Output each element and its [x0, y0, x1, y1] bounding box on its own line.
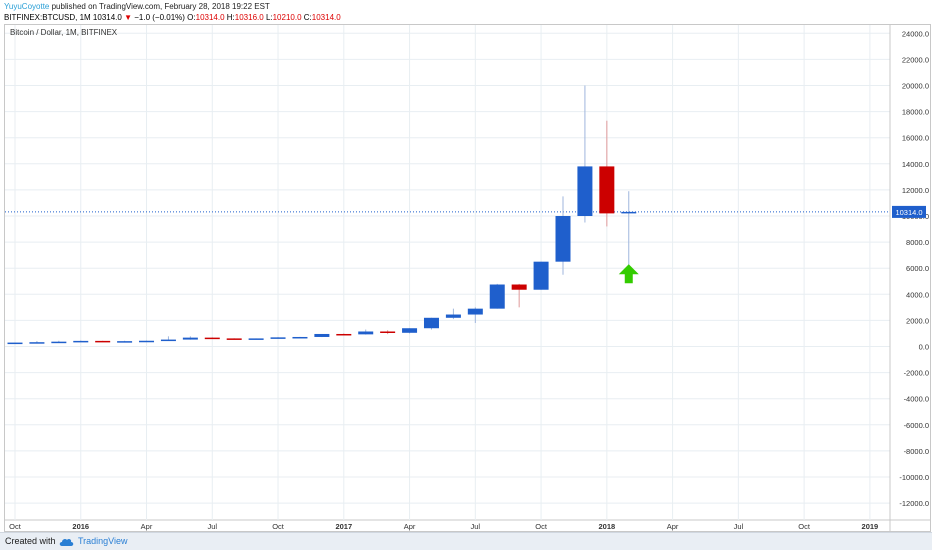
x-tick-label: 2016	[72, 522, 89, 531]
y-tick-label: 22000.0	[902, 55, 929, 64]
x-tick-label: Oct	[535, 522, 548, 531]
candle-body	[511, 284, 527, 290]
open-label: O:	[187, 13, 196, 22]
author-name[interactable]: YuyuCoyotte	[4, 2, 50, 11]
candle-body	[248, 338, 264, 340]
candle-body	[51, 341, 67, 344]
x-tick-label: Oct	[798, 522, 811, 531]
candle-body	[358, 331, 374, 335]
candle-body	[533, 261, 549, 290]
x-tick-label: Jul	[471, 522, 481, 531]
candle-body	[402, 328, 418, 333]
candle-body	[445, 314, 461, 318]
x-tick-label: Jul	[734, 522, 744, 531]
last-price: 10314.0	[92, 13, 122, 22]
candle-body	[117, 341, 133, 343]
y-tick-label: 4000.0	[906, 290, 929, 299]
chart-frame[interactable]	[4, 24, 931, 532]
candle-body	[270, 337, 286, 339]
x-tick-label: Apr	[141, 522, 153, 531]
y-tick-label: -12000.0	[899, 499, 929, 508]
current-price-tag	[892, 205, 926, 218]
symbol-label: BITFINEX:BTCUSD, 1M	[4, 13, 91, 22]
created-with-text: Created with	[5, 536, 56, 546]
candle-body	[314, 333, 330, 337]
y-tick-label: -10000.0	[899, 473, 929, 482]
candle-body	[292, 336, 308, 339]
x-tick-label: 2017	[335, 522, 352, 531]
y-tick-label: 16000.0	[902, 134, 929, 143]
high-label: H:	[226, 13, 235, 22]
candle-body	[380, 331, 396, 333]
candle-body	[139, 340, 155, 343]
footer-bar: Created with TradingView	[0, 532, 932, 550]
low-value: 10210.0	[272, 13, 302, 22]
candle-body	[555, 216, 571, 262]
candle-body	[336, 333, 352, 336]
cloud-logo-icon[interactable]	[59, 537, 75, 547]
y-tick-label: 2000.0	[906, 316, 929, 325]
close-value: 10314.0	[311, 13, 341, 22]
candle-body	[204, 337, 220, 340]
candle-body	[226, 338, 242, 340]
change-value: −1.0 (−0.01%)	[134, 13, 185, 22]
candle-body	[29, 342, 45, 344]
current-price-tag-label: 10314.0	[895, 208, 922, 217]
y-tick-label: -4000.0	[904, 395, 929, 404]
candle-body	[599, 166, 615, 214]
y-tick-label: 6000.0	[906, 264, 929, 273]
close-label: C:	[303, 13, 312, 22]
y-tick-label: 8000.0	[906, 238, 929, 247]
publish-text: published on TradingView.com, February 2…	[51, 2, 270, 11]
x-tick-label: Jul	[207, 522, 217, 531]
x-tick-label: Apr	[667, 522, 679, 531]
low-label: L:	[265, 13, 273, 22]
candle-body	[95, 340, 111, 343]
candle-body	[621, 211, 637, 214]
candle-body	[467, 308, 483, 315]
candle-body	[73, 340, 89, 343]
ohlc-legend: BITFINEX:BTCUSD, 1M 10314.0 ▼ −1.0 (−0.0…	[4, 13, 341, 22]
y-tick-label: 20000.0	[902, 82, 929, 91]
candle-body	[489, 284, 505, 309]
high-value: 10316.0	[234, 13, 264, 22]
y-tick-label: 0.0	[919, 343, 929, 352]
y-tick-label: 24000.0	[902, 29, 929, 38]
x-tick-label: Oct	[272, 522, 285, 531]
publish-info: YuyuCoyotte published on TradingView.com…	[4, 2, 270, 11]
candle-body	[160, 339, 176, 342]
chart-title: Bitcoin / Dollar, 1M, BITFINEX	[10, 28, 118, 37]
x-tick-label: 2019	[862, 522, 879, 531]
y-tick-label: 18000.0	[902, 108, 929, 117]
candle-body	[577, 166, 593, 216]
tradingview-brand[interactable]: TradingView	[78, 536, 128, 546]
y-tick-label: 14000.0	[902, 160, 929, 169]
open-value: 10314.0	[195, 13, 225, 22]
up-arrow-icon	[618, 264, 639, 284]
candle-body	[423, 317, 439, 329]
y-tick-label: -6000.0	[904, 421, 929, 430]
y-tick-label: -2000.0	[904, 369, 929, 378]
x-tick-label: 2018	[598, 522, 615, 531]
y-tick-label: 12000.0	[902, 186, 929, 195]
down-triangle-icon: ▼	[124, 13, 132, 22]
candle-body	[7, 342, 23, 345]
x-tick-label: Apr	[404, 522, 416, 531]
candle-body	[182, 337, 198, 340]
x-tick-label: Oct	[9, 522, 22, 531]
y-tick-label: -8000.0	[904, 447, 929, 456]
